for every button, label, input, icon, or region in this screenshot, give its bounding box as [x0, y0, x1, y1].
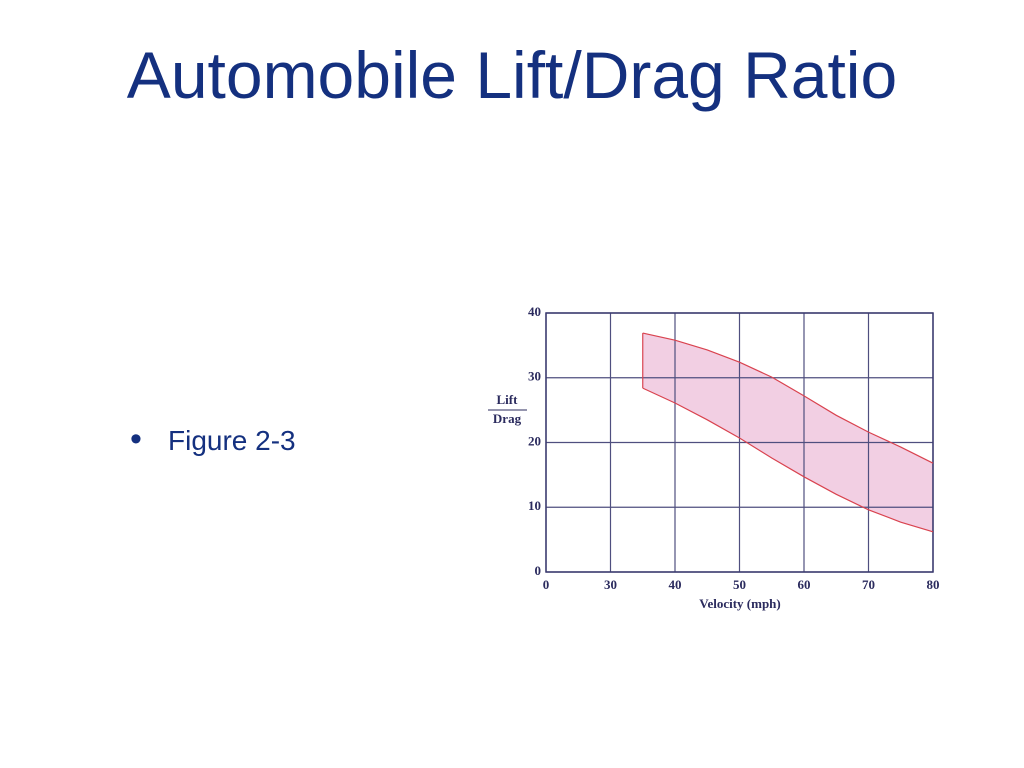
x-tick-label: 40 [669, 577, 682, 592]
y-axis-label-numerator: Lift [497, 392, 519, 407]
bullet-item: • Figure 2-3 [130, 420, 296, 459]
bullet-dot: • [130, 420, 142, 458]
y-tick-label: 20 [528, 433, 541, 448]
y-axis-label-denominator: Drag [493, 411, 522, 426]
x-tick-label: 60 [798, 577, 811, 592]
slide-title: Automobile Lift/Drag Ratio [126, 38, 898, 112]
x-tick-label: 50 [733, 577, 746, 592]
x-axis-label: Velocity (mph) [699, 596, 781, 611]
bullet-text: Figure 2-3 [168, 425, 296, 456]
y-tick-label: 40 [528, 304, 541, 319]
band-edge [642, 332, 934, 464]
y-tick-label: 30 [528, 369, 541, 384]
x-tick-label: 70 [862, 577, 875, 592]
y-tick-label: 10 [528, 498, 541, 513]
x-tick-label: 80 [927, 577, 940, 592]
band-edge [642, 387, 934, 533]
y-tick-label: 0 [535, 563, 542, 578]
band-fill [642, 333, 933, 532]
x-tick-label: 0 [543, 577, 550, 592]
x-tick-label: 30 [604, 577, 617, 592]
plot-frame [545, 312, 934, 573]
